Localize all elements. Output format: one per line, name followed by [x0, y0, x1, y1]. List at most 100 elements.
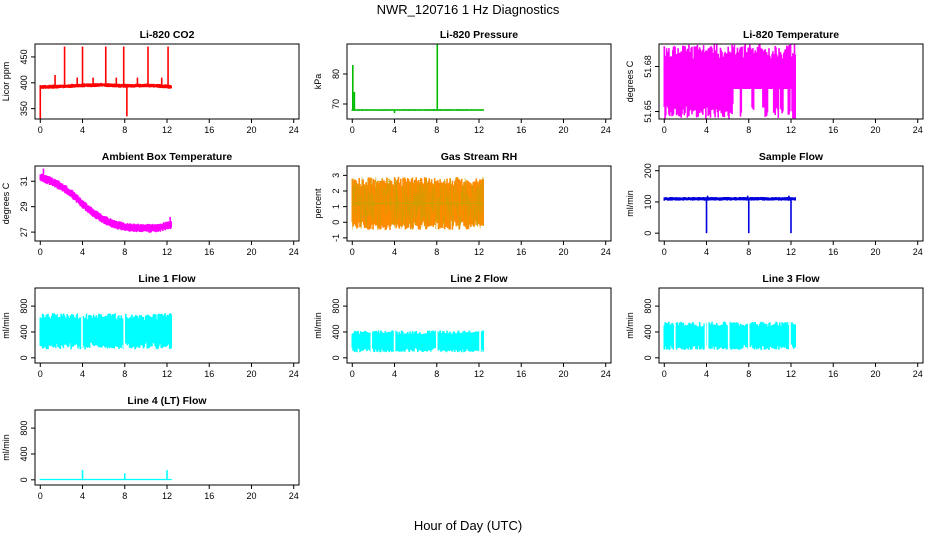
- x-tick-label: 20: [558, 247, 568, 257]
- data-noise: [351, 177, 484, 231]
- panel-line3: Line 3 Flow ml/min 0 4 8 12 16 20 24 0 400 800: [625, 273, 924, 379]
- page-title: NWR_120716 1 Hz Diagnostics: [376, 2, 560, 17]
- y-tick-label: 31: [19, 176, 29, 186]
- y-tick-label: 450: [19, 49, 29, 64]
- x-tick-label: 12: [786, 247, 796, 257]
- y-tick-label: 400: [643, 324, 653, 339]
- y-axis-label: ml/min: [625, 312, 635, 339]
- panel-sample_flow: Sample Flow ml/min 0 4 8 12 16 20 24 0 100 200: [625, 151, 924, 257]
- x-tick-label: 0: [350, 247, 355, 257]
- data-line: [40, 84, 172, 88]
- x-tick-label: 20: [870, 247, 880, 257]
- y-tick-label: 70: [331, 99, 341, 109]
- series: [663, 195, 796, 234]
- x-tick-label: 12: [474, 125, 484, 135]
- x-tick-label: 4: [704, 125, 709, 135]
- x-tick-label: 0: [662, 247, 667, 257]
- panel-temperature: Li-820 Temperature degrees C 0 4 8 12 16 20 24 51…: [625, 29, 924, 135]
- x-tick-label: 20: [246, 491, 256, 501]
- x-tick-label: 24: [913, 247, 923, 257]
- y-tick-label: -1: [331, 234, 341, 242]
- y-tick-label: 0: [643, 231, 653, 236]
- x-tick-label: 4: [392, 369, 397, 379]
- y-axis-label: kPa: [313, 74, 323, 90]
- x-tick-label: 20: [558, 125, 568, 135]
- x-tick-label: 0: [38, 125, 43, 135]
- panel-title: Li-820 Temperature: [743, 29, 839, 41]
- x-tick-label: 24: [289, 369, 299, 379]
- x-tick-label: 8: [122, 125, 127, 135]
- y-tick-label: 200: [643, 163, 653, 178]
- y-axis-label: ml/min: [1, 312, 11, 339]
- panel-title: Li-820 Pressure: [440, 29, 518, 41]
- x-tick-label: 20: [246, 369, 256, 379]
- x-tick-label: 16: [516, 125, 526, 135]
- y-axis-label: ml/min: [625, 190, 635, 217]
- x-tick-label: 16: [204, 491, 214, 501]
- x-tick-label: 4: [80, 247, 85, 257]
- y-tick-label: 0: [19, 355, 29, 360]
- x-tick-label: 16: [828, 125, 838, 135]
- series: [39, 311, 172, 352]
- x-tick-label: 4: [392, 125, 397, 135]
- y-tick-label: 2: [331, 188, 341, 193]
- y-tick-label: 0: [331, 220, 341, 225]
- data-band: [663, 44, 796, 119]
- data-line: [40, 176, 172, 229]
- data-band: [39, 173, 172, 233]
- x-tick-label: 24: [289, 247, 299, 257]
- y-tick-label: 800: [331, 299, 341, 314]
- x-tick-label: 8: [434, 247, 439, 257]
- x-tick-label: 20: [246, 247, 256, 257]
- panel-title: Line 2 Flow: [450, 273, 508, 285]
- x-tick-label: 24: [601, 125, 611, 135]
- series: [663, 320, 796, 352]
- plot-frame: [346, 43, 612, 120]
- plot-frame: [34, 43, 300, 120]
- x-tick-label: 16: [516, 247, 526, 257]
- y-axis-label: degrees C: [625, 60, 635, 102]
- y-axis-label: degrees C: [1, 182, 11, 224]
- x-tick-label: 4: [704, 369, 709, 379]
- x-tick-label: 12: [162, 369, 172, 379]
- x-tick-label: 4: [80, 491, 85, 501]
- series: [39, 470, 172, 481]
- series: [351, 176, 484, 231]
- y-tick-label: 800: [643, 299, 653, 314]
- panel-line1: Line 1 Flow ml/min 0 4 8 12 16 20 24 0 400 800: [1, 273, 300, 379]
- series: [663, 44, 796, 119]
- y-tick-label: 0: [331, 355, 341, 360]
- x-tick-label: 0: [38, 369, 43, 379]
- panel-title: Ambient Box Temperature: [102, 151, 233, 163]
- panel-co2: Li-820 CO2 Licor ppm 0 4 8 12 16 20 24 350 400 450: [1, 29, 300, 135]
- x-tick-label: 12: [474, 247, 484, 257]
- series: [351, 44, 484, 113]
- series: [351, 329, 484, 354]
- x-tick-label: 0: [38, 247, 43, 257]
- panel-title: Sample Flow: [759, 151, 824, 163]
- panel-line4: Line 4 (LT) Flow ml/min 0 4 8 12 16 20 24 0 400 800: [1, 395, 300, 501]
- y-axis-label: percent: [313, 188, 323, 219]
- x-tick-label: 12: [162, 125, 172, 135]
- x-tick-label: 8: [122, 247, 127, 257]
- x-tick-label: 12: [786, 125, 796, 135]
- x-tick-label: 20: [870, 369, 880, 379]
- x-tick-label: 0: [350, 369, 355, 379]
- y-tick-label: 51.65: [643, 100, 653, 123]
- x-tick-label: 4: [704, 247, 709, 257]
- x-tick-label: 8: [122, 369, 127, 379]
- panel-title: Gas Stream RH: [441, 151, 517, 163]
- panel-title: Line 4 (LT) Flow: [127, 395, 207, 407]
- panel-title: Line 3 Flow: [762, 273, 820, 285]
- y-tick-label: 0: [643, 355, 653, 360]
- x-tick-label: 4: [80, 125, 85, 135]
- plot-frame: [34, 165, 300, 242]
- x-tick-label: 8: [434, 125, 439, 135]
- y-tick-label: 0: [19, 477, 29, 482]
- x-tick-label: 8: [746, 247, 751, 257]
- y-tick-label: 1: [331, 204, 341, 209]
- y-tick-label: 800: [19, 421, 29, 436]
- y-tick-label: 51.68: [643, 55, 653, 78]
- panel-pressure: Li-820 Pressure kPa 0 4 8 12 16 20 24 70 80: [313, 29, 612, 135]
